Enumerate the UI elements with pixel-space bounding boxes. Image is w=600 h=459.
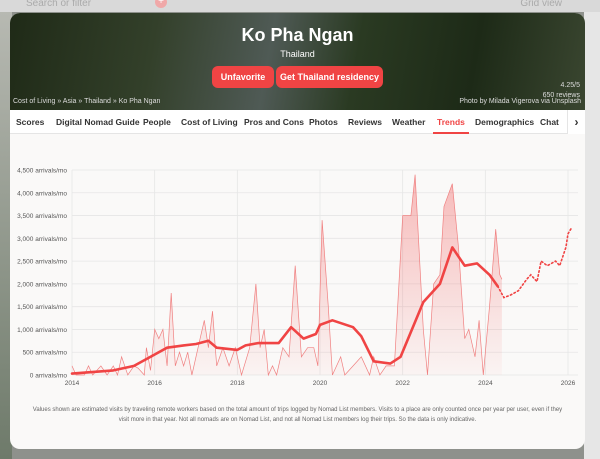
x-tick-label: 2022 <box>395 380 410 387</box>
city-modal: Ko Pha Ngan Thailand Unfavorite Get Thai… <box>10 13 585 449</box>
y-tick-label: 2,500 arrivals/mo <box>17 259 67 266</box>
y-tick-label: 500 arrivals/mo <box>23 350 68 357</box>
x-tick-label: 2014 <box>65 380 80 387</box>
monthly-area <box>72 174 502 375</box>
tab-bar: › Scores Digital Nomad Guide People Cost of… <box>10 110 585 134</box>
y-tick-label: 2,000 arrivals/mo <box>17 281 67 288</box>
y-tick-label: 1,500 arrivals/mo <box>17 304 67 311</box>
x-tick-label: 2020 <box>313 380 328 387</box>
x-tick-label: 2026 <box>561 380 576 387</box>
background-right <box>584 12 600 459</box>
photo-credit[interactable]: Photo by Milada Vigerova via Unsplash <box>459 98 581 105</box>
breadcrumb[interactable]: Cost of Living » Asia » Thailand » Ko Ph… <box>13 98 161 105</box>
monthly-series-line <box>71 174 503 377</box>
tab-trends[interactable]: Trends <box>433 117 469 134</box>
y-tick-label: 0 arrivals/mo <box>30 373 68 380</box>
y-tick-label: 4,000 arrivals/mo <box>17 190 67 197</box>
trends-chart: 0 arrivals/mo 500 arrivals/mo 1,000 arriva… <box>17 168 578 387</box>
x-tick-label: 2016 <box>147 380 162 387</box>
tab-cost-of-living[interactable]: Cost of Living <box>181 117 238 127</box>
tab-reviews[interactable]: Reviews <box>348 117 383 127</box>
tab-pros-and-cons[interactable]: Pros and Cons <box>244 117 304 127</box>
forecast-series-line <box>496 226 573 299</box>
country-label: Thailand <box>280 49 315 59</box>
y-tick-label: 4,500 arrivals/mo <box>17 168 67 175</box>
tab-digital-nomad-guide[interactable]: Digital Nomad Guide <box>56 117 140 127</box>
y-tick-label: 3,500 arrivals/mo <box>17 213 67 220</box>
tab-photos[interactable]: Photos <box>309 117 338 127</box>
chevron-right-icon[interactable]: › <box>567 110 585 134</box>
top-bar: Search or filter + Grid view <box>0 0 600 12</box>
x-tick-label: 2024 <box>478 380 493 387</box>
page-title: Ko Pha Ngan <box>241 25 354 45</box>
y-tick-label: 1,000 arrivals/mo <box>17 327 67 334</box>
search-input[interactable]: Search or filter <box>26 0 92 9</box>
grid-view-button[interactable]: Grid view <box>520 0 562 9</box>
tab-demographics[interactable]: Demographics <box>475 117 535 127</box>
tab-people[interactable]: People <box>143 117 171 127</box>
rating-score: 4.25/5 <box>560 82 580 89</box>
add-icon[interactable]: + <box>155 0 167 8</box>
tab-weather[interactable]: Weather <box>392 117 426 127</box>
review-count[interactable]: 650 reviews <box>542 92 580 99</box>
hero-photo: Ko Pha Ngan Thailand Unfavorite Get Thai… <box>10 13 585 110</box>
tab-scores[interactable]: Scores <box>16 117 45 127</box>
rating: 4.25/5 650 reviews <box>543 81 580 101</box>
residency-button[interactable]: Get Thailand residency <box>276 66 383 88</box>
disclaimer-note: Values shown are estimated visits by tra… <box>32 407 563 423</box>
trend-series-line <box>70 246 500 375</box>
y-tick-label: 3,000 arrivals/mo <box>17 236 67 243</box>
x-tick-label: 2018 <box>230 380 245 387</box>
unfavorite-button[interactable]: Unfavorite <box>212 66 274 88</box>
background-left <box>0 12 12 459</box>
tab-chat[interactable]: Chat <box>540 117 559 127</box>
